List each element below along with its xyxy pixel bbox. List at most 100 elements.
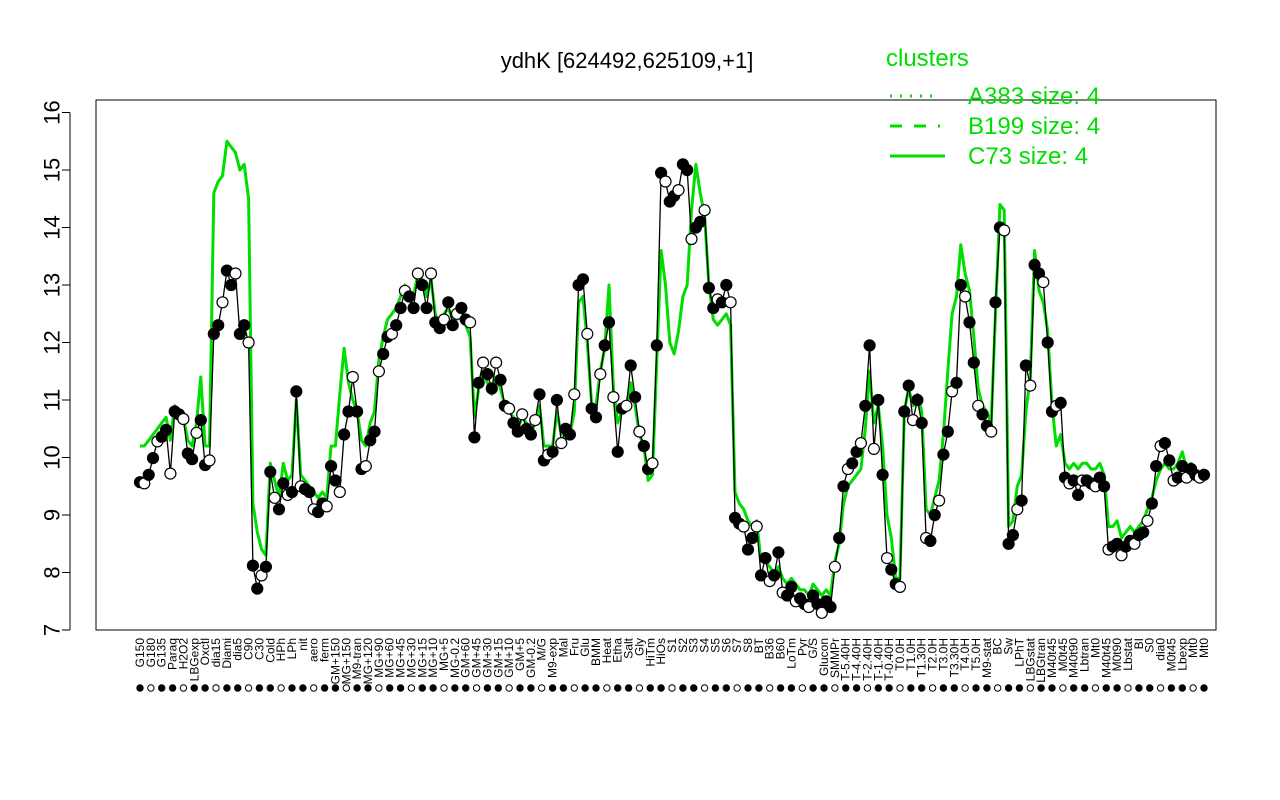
x-tick-label: Sw xyxy=(1002,638,1016,655)
legend-title: clusters xyxy=(886,45,969,72)
data-point xyxy=(186,453,199,466)
data-point xyxy=(494,373,507,386)
rug-marker xyxy=(483,684,492,692)
rug-marker xyxy=(1189,684,1197,692)
x-tick-label: S7 xyxy=(730,638,744,653)
rug-marker xyxy=(277,684,285,692)
rug-marker xyxy=(1135,684,1143,692)
x-tick-label: B60 xyxy=(774,638,788,660)
data-point xyxy=(741,543,755,556)
rug-marker xyxy=(516,684,524,692)
x-tick-label: HiOs xyxy=(654,638,668,665)
x-tick-label: dia5 xyxy=(231,638,245,661)
data-point xyxy=(359,460,372,473)
x-tick-label: Lbtran xyxy=(1078,638,1092,672)
data-point xyxy=(1163,454,1176,467)
y-tick-label: 8 xyxy=(40,566,65,578)
data-point xyxy=(846,457,859,470)
data-point xyxy=(160,423,173,436)
rug-marker xyxy=(1124,684,1132,692)
rug-marker xyxy=(1178,684,1187,692)
rug-marker xyxy=(907,684,915,692)
data-point xyxy=(746,531,759,545)
data-point xyxy=(880,551,894,565)
x-tick-label: GM+45 xyxy=(470,638,484,678)
y-tick-label: 15 xyxy=(40,158,65,182)
data-point xyxy=(885,563,898,576)
rug-marker xyxy=(407,684,416,692)
x-tick-label: G135 xyxy=(155,638,169,668)
rug-marker xyxy=(255,684,264,692)
data-point xyxy=(1158,437,1172,450)
x-tick-label: S2 xyxy=(676,638,690,653)
data-point xyxy=(602,316,616,329)
rug-marker xyxy=(310,684,318,692)
x-tick-label: Cold xyxy=(263,638,277,663)
x-tick-label: T2.0H xyxy=(926,638,940,671)
data-point xyxy=(420,301,433,315)
y-tick-label: 10 xyxy=(40,445,65,469)
y-tick-label: 9 xyxy=(40,509,65,521)
x-tick-label: BC xyxy=(991,638,1005,655)
data-point xyxy=(737,520,750,533)
data-point xyxy=(859,399,872,412)
x-tick-label: S4 xyxy=(698,638,712,653)
data-point xyxy=(702,281,716,294)
x-tick-label: LBGexp xyxy=(187,638,201,682)
rug-marker xyxy=(657,684,665,692)
data-point xyxy=(833,531,846,545)
x-tick-label: SMMPr xyxy=(828,638,842,678)
data-point xyxy=(898,405,911,418)
data-point xyxy=(985,425,998,438)
legend-label-a383: A383 size: 4 xyxy=(968,83,1100,110)
data-point xyxy=(967,356,980,369)
x-tick-label: Diami xyxy=(220,638,234,669)
data-point xyxy=(598,339,611,352)
data-point xyxy=(203,454,216,467)
data-point xyxy=(1145,497,1159,510)
data-point xyxy=(468,431,481,444)
rug-marker xyxy=(624,684,633,692)
rug-marker xyxy=(928,684,937,692)
rug-marker xyxy=(266,684,274,692)
rug-marker xyxy=(364,684,372,692)
rug-marker xyxy=(472,684,481,692)
data-point xyxy=(594,368,607,381)
data-point xyxy=(915,416,928,430)
rug-marker xyxy=(733,684,741,692)
x-tick-label: GM+10 xyxy=(502,638,516,678)
rug-marker xyxy=(505,684,513,692)
rug-marker xyxy=(201,684,209,692)
rug-marker xyxy=(1080,684,1089,692)
x-tick-label: MG+120 xyxy=(361,638,375,685)
y-tick-label: 14 xyxy=(40,215,65,239)
rug-marker xyxy=(1037,684,1045,692)
rug-marker xyxy=(429,684,437,692)
rug-marker xyxy=(755,684,763,692)
x-tick-label: Glucon xyxy=(817,638,831,676)
data-point xyxy=(1137,526,1150,539)
x-tick-label: S0 xyxy=(1143,638,1157,653)
x-tick-label: Gly xyxy=(632,638,646,656)
data-point xyxy=(424,267,438,280)
data-point xyxy=(694,215,707,228)
rug-marker xyxy=(396,684,405,692)
x-tick-label: S6 xyxy=(719,638,733,653)
x-tick-label: M40t45 xyxy=(1099,638,1113,678)
data-point xyxy=(477,356,490,369)
data-point xyxy=(490,356,503,369)
x-tick-label: LPhT xyxy=(1012,637,1026,666)
data-point xyxy=(325,460,338,473)
data-point xyxy=(607,391,620,404)
data-point xyxy=(411,267,424,280)
x-tick-label: Salt xyxy=(622,637,636,658)
data-point xyxy=(902,379,915,392)
data-point xyxy=(893,580,907,594)
x-tick-label: Heat xyxy=(600,637,614,663)
x-tick-label: Etha xyxy=(611,638,625,663)
x-tick-label: Mt0 xyxy=(1197,638,1211,658)
x-tick-label: T1.30H xyxy=(915,638,929,677)
data-point xyxy=(146,452,160,465)
rug-marker xyxy=(939,684,948,692)
